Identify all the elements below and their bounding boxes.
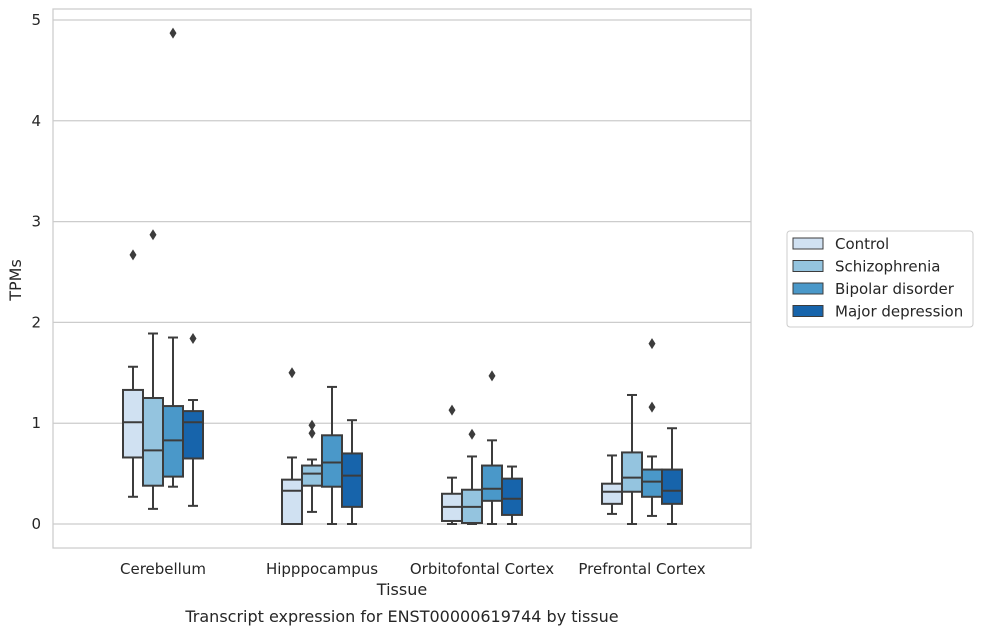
x-tick-label: Hipppocampus [266, 560, 378, 578]
outlier-point [149, 229, 157, 241]
y-tick-label: 4 [31, 112, 41, 130]
legend-label: Control [835, 235, 889, 253]
y-tick-label: 2 [31, 313, 41, 331]
box-major-depression [182, 333, 204, 507]
box-iqr [321, 434, 343, 488]
legend-swatch [792, 282, 824, 295]
x-tick-label: Prefrontal Cortex [578, 560, 705, 578]
box-iqr [621, 451, 643, 493]
box-groups [122, 27, 683, 526]
outlier-point [308, 419, 316, 431]
box-control [122, 249, 144, 498]
legend-swatch [792, 305, 824, 317]
outlier-point [189, 333, 197, 345]
y-tick-label: 5 [31, 11, 41, 29]
x-axis-title: Tissue [376, 580, 427, 599]
box-schizophrenia [461, 428, 483, 525]
y-tick-label: 1 [31, 414, 41, 432]
y-tick-label: 0 [31, 515, 41, 533]
box-iqr [281, 478, 303, 526]
box-schizophrenia [621, 393, 643, 525]
x-tick-label: Cerebellum [120, 560, 206, 578]
outlier-point [468, 428, 476, 440]
legend-frame [786, 230, 974, 328]
box-major-depression [661, 427, 683, 525]
legend-label: Bipolar disorder [835, 280, 955, 298]
outlier-point [648, 401, 656, 413]
box-bipolar-disorder [162, 27, 184, 488]
box-iqr [162, 405, 184, 478]
box-major-depression [341, 419, 363, 525]
outlier-point [129, 249, 137, 261]
box-iqr [661, 468, 683, 505]
box-bipolar-disorder [641, 338, 663, 517]
box-iqr [641, 468, 663, 498]
box-control [281, 367, 303, 526]
box-schizophrenia [142, 229, 164, 510]
outlier-point [448, 404, 456, 416]
box-control [601, 454, 623, 515]
box-bipolar-disorder [481, 370, 503, 525]
box-iqr [122, 388, 144, 459]
y-tick-label: 3 [31, 213, 41, 231]
legend-label: Major depression [835, 303, 963, 321]
outlier-point [308, 427, 316, 439]
outlier-point [488, 370, 496, 382]
chart-caption: Transcript expression for ENST0000061974… [184, 607, 618, 626]
box-iqr [341, 452, 363, 508]
x-tick-label: Orbitofontal Cortex [410, 560, 554, 578]
x-tick-labels: Cerebellum Hipppocampus Orbitofontal Corte… [120, 560, 706, 578]
box-iqr [301, 464, 323, 487]
box-iqr [601, 482, 623, 505]
outlier-point [648, 338, 656, 350]
box-iqr [481, 464, 503, 502]
y-axis-title: TPMs [6, 259, 25, 302]
legend: Control Schizophrenia Bipolar disorder Majo… [786, 230, 974, 328]
box-control [441, 404, 463, 525]
box-iqr [501, 477, 523, 516]
legend-swatch [792, 260, 824, 272]
y-tick-labels: 0 1 2 3 4 5 [31, 11, 41, 533]
box-major-depression [501, 465, 523, 525]
box-bipolar-disorder [321, 385, 343, 525]
box-schizophrenia [301, 419, 323, 513]
box-iqr [182, 410, 204, 460]
outlier-point [288, 367, 296, 379]
plot-frame [52, 8, 752, 549]
legend-swatch [792, 237, 824, 250]
outlier-point [169, 27, 177, 39]
legend-label: Schizophrenia [835, 258, 940, 276]
box-iqr [142, 397, 164, 487]
